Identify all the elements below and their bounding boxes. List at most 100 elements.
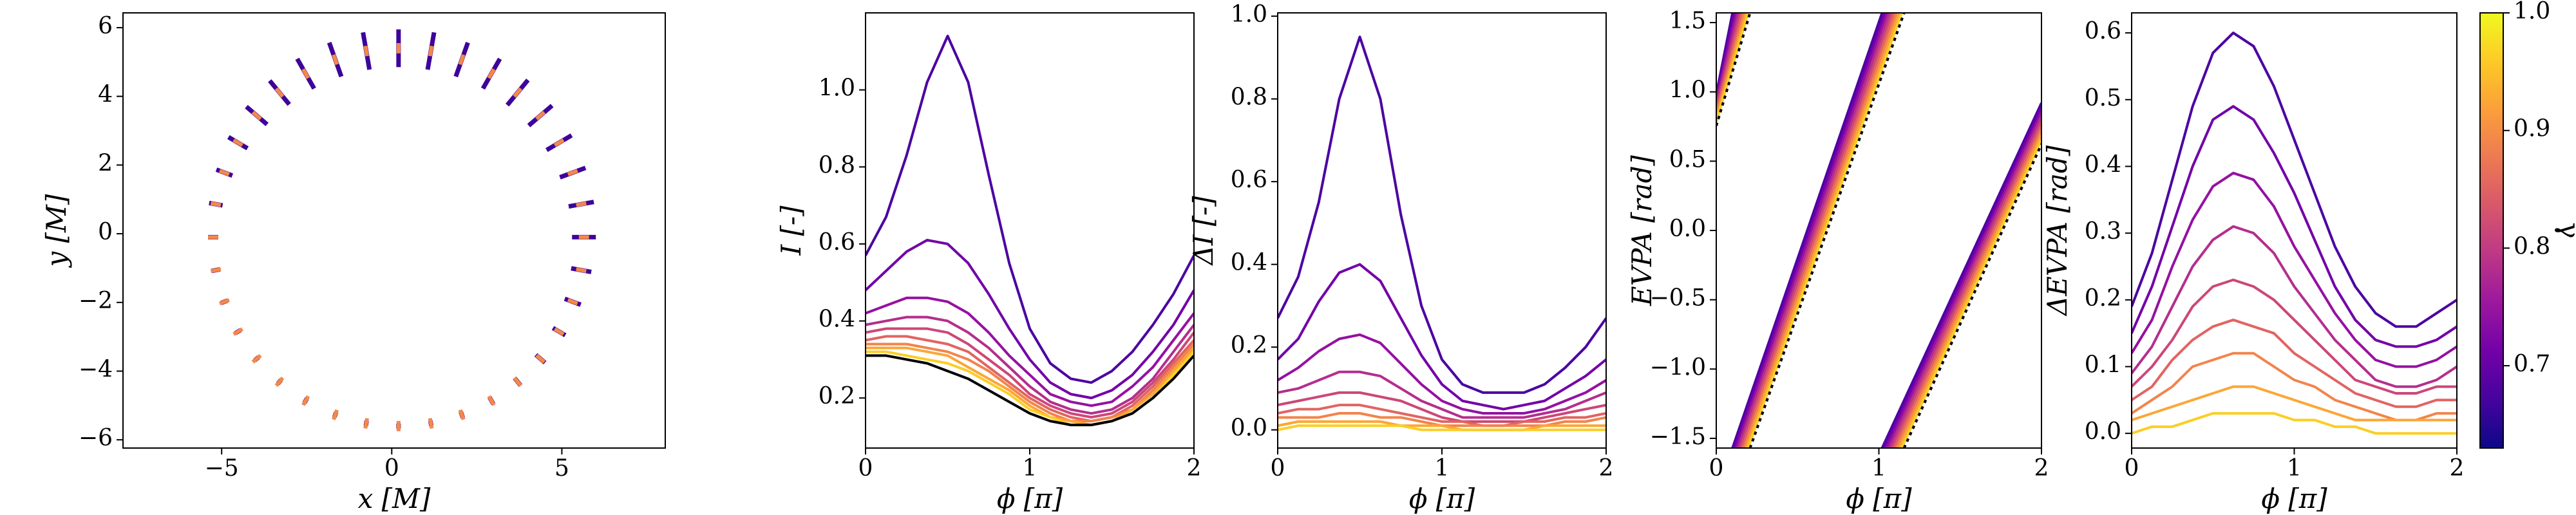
polarization-tick [218, 169, 230, 176]
y-tick-label: 0.6 [1231, 167, 1267, 193]
line-series [1278, 420, 1606, 431]
line-series [2132, 318, 2457, 408]
polarization-tick [274, 376, 285, 388]
y-tick-label: −1.5 [1650, 424, 1706, 450]
y-tick-label: −2 [79, 288, 113, 314]
line-series [866, 354, 1194, 427]
colorbar-tick-label: 0.7 [2514, 351, 2550, 377]
x-tick-label: 5 [554, 455, 569, 482]
x-tick-label: 0 [858, 455, 873, 482]
y-axis-label: ΔEVPA [rad] [2041, 145, 2073, 317]
polarization-tick [274, 87, 285, 98]
axes-frame [1716, 12, 2042, 449]
y-tick-label: 6 [98, 13, 113, 39]
polarization-tick [232, 327, 243, 336]
polarization-tick [363, 45, 370, 57]
y-tick-label: −0.5 [1650, 285, 1706, 312]
x-tick-label: 2 [2034, 455, 2049, 482]
line-series [1278, 263, 1606, 411]
x-tick-label: 2 [2450, 455, 2465, 482]
y-tick-label: 0.0 [1231, 415, 1267, 442]
y-tick-label: 0.2 [819, 383, 855, 409]
line-series [866, 296, 1194, 407]
x-tick-label: 2 [1599, 455, 1614, 482]
y-tick-label: 0.2 [1231, 332, 1267, 359]
polarization-tick [210, 201, 222, 207]
polarization-tick [363, 418, 370, 429]
x-axis-label: ϕ [π] [1846, 483, 1912, 514]
x-axis-label: ϕ [π] [997, 483, 1063, 514]
polarization-tick [301, 395, 310, 406]
y-tick-label: 1.0 [1231, 1, 1267, 28]
line-series [866, 335, 1194, 423]
polarization-tick [232, 138, 243, 147]
polarization-tick [535, 353, 546, 364]
line-series [1278, 391, 1606, 423]
colorbar [2479, 12, 2504, 449]
y-tick-label: 0.4 [1231, 250, 1267, 276]
polarization-tick [513, 376, 523, 388]
colorbar-label: γ [2554, 222, 2576, 238]
y-tick-label: 0.6 [2085, 18, 2121, 44]
polarization-tick [458, 409, 466, 420]
polarization-tick [210, 267, 222, 273]
y-tick-label: −4 [79, 356, 113, 382]
polarization-tick [251, 111, 262, 120]
y-tick-label: 0.8 [819, 152, 855, 178]
y-tick-label: −6 [79, 425, 113, 451]
line-series [2132, 225, 2457, 388]
y-tick-label: 0 [98, 219, 113, 245]
y-tick-label: 0.4 [2085, 151, 2121, 178]
polarization-tick [458, 54, 466, 66]
polarization-tick [301, 68, 310, 79]
y-tick-label: −1.0 [1650, 354, 1706, 380]
plot-area [2132, 32, 2457, 435]
colorbar-tick-label: 1.0 [2514, 0, 2550, 24]
x-tick-label: 0 [1271, 455, 1285, 482]
x-axis-label: x [M] [358, 483, 431, 514]
line-series [2132, 171, 2457, 368]
x-tick-label: 2 [1187, 455, 1202, 482]
y-tick-label: 0.2 [2085, 285, 2121, 312]
y-tick-label: 0.1 [2085, 352, 2121, 379]
x-tick-label: 0 [384, 455, 399, 482]
line-series [866, 346, 1194, 427]
y-tick-label: 0.5 [1669, 146, 1706, 173]
plot-area [208, 29, 596, 431]
y-tick-label: 2 [98, 150, 113, 176]
line-series [866, 315, 1194, 415]
polarization-tick [251, 353, 262, 364]
polarization-tick [428, 418, 434, 429]
polarization-tick [567, 298, 578, 306]
line-series [1278, 404, 1606, 427]
x-tick-label: 0 [1709, 455, 1724, 482]
y-tick-label: 1.0 [819, 75, 855, 102]
line-series [1278, 35, 1606, 394]
y-tick-label: 0.8 [1231, 84, 1267, 111]
polarization-tick [332, 54, 339, 66]
y-tick-label: 1.5 [1669, 8, 1706, 34]
polarization-tick [487, 395, 496, 406]
y-tick-label: 4 [98, 82, 113, 108]
polarization-tick [332, 409, 339, 420]
x-tick-label: 1 [1023, 455, 1037, 482]
x-tick-label: 1 [1871, 455, 1886, 482]
line-series [866, 238, 1194, 400]
x-axis-label: ϕ [π] [1409, 483, 1475, 514]
y-tick-label: 0.4 [819, 306, 855, 333]
y-axis-label: ΔI [-] [1188, 196, 1219, 267]
y-axis-label: EVPA [rad] [1626, 154, 1658, 306]
axes-frame [122, 12, 666, 449]
polarization-tick [567, 169, 578, 176]
polarization-tick [218, 298, 230, 306]
y-axis-label: y [M] [41, 194, 72, 268]
y-tick-label: 0.6 [819, 229, 855, 256]
line-series [1716, 13, 2041, 448]
line-series [2132, 105, 2457, 348]
y-tick-label: 1.0 [1669, 77, 1706, 104]
plot-area [866, 34, 1194, 427]
line-series [2132, 278, 2457, 395]
y-tick-label: 0.0 [2085, 418, 2121, 445]
